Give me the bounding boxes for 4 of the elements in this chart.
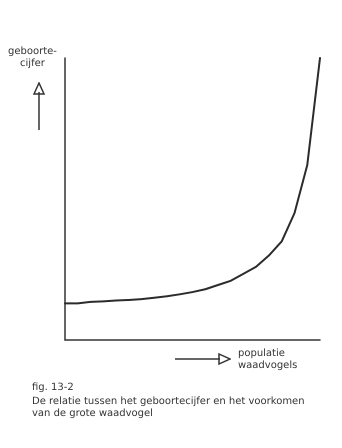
y-axis-title: geboorte- cijfer [8, 46, 57, 70]
text: De relatie tussen het geboortecijfer en het voorkomen van de grote waadvogel [32, 396, 306, 420]
x-axis-title: populatie waadvogels [238, 348, 298, 372]
caption: fig. 13-2 [32, 382, 75, 394]
